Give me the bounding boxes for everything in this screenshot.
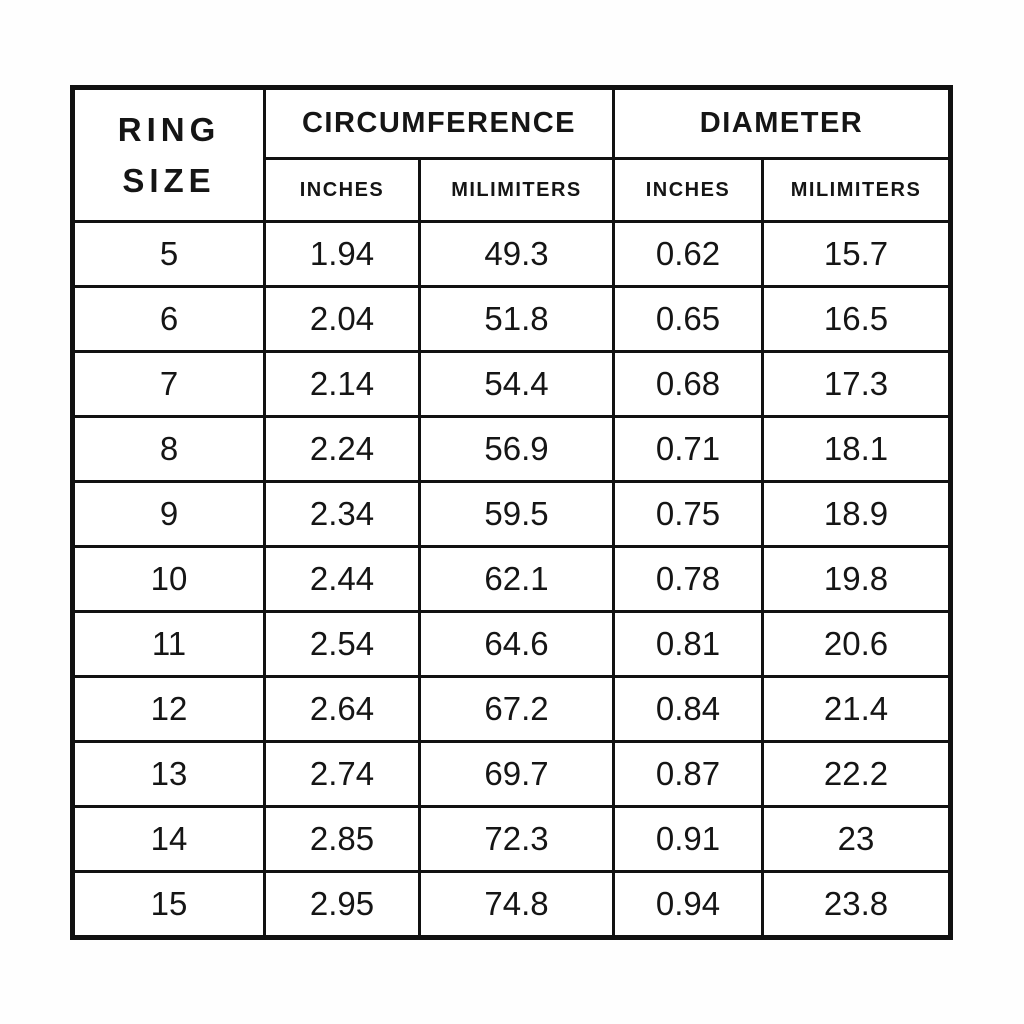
table-row: 12 2.64 67.2 0.84 21.4 (71, 675, 953, 743)
diameter-inches-cell: 0.91 (612, 805, 764, 873)
circumference-inches-cell: 1.94 (263, 220, 421, 288)
table-row: 7 2.14 54.4 0.68 17.3 (71, 350, 953, 418)
circumference-inches-cell: 2.95 (263, 870, 421, 939)
diameter-inches-cell: 0.65 (612, 285, 764, 353)
table-row: 13 2.74 69.7 0.87 22.2 (71, 740, 953, 808)
table-row: 11 2.54 64.6 0.81 20.6 (71, 610, 953, 678)
circumference-inches-cell: 2.74 (263, 740, 421, 808)
diameter-inches-cell: 0.71 (612, 415, 764, 483)
circumference-inches-cell: 2.14 (263, 350, 421, 418)
circumference-inches-cell: 2.54 (263, 610, 421, 678)
table-row: 8 2.24 56.9 0.71 18.1 (71, 415, 953, 483)
diameter-inches-cell: 0.62 (612, 220, 764, 288)
circumference-milimiters-cell: 64.6 (418, 610, 615, 678)
circumference-milimiters-cell: 72.3 (418, 805, 615, 873)
circumference-milimiters-cell: 62.1 (418, 545, 615, 613)
circumference-inches-cell: 2.64 (263, 675, 421, 743)
table-row: 9 2.34 59.5 0.75 18.9 (71, 480, 953, 548)
diameter-inches-cell: 0.75 (612, 480, 764, 548)
circumference-milimiters-cell: 56.9 (418, 415, 615, 483)
table-row: 6 2.04 51.8 0.65 16.5 (71, 285, 953, 353)
diameter-inches-header: INCHES (612, 157, 764, 223)
ring-size-header-line2: SIZE (122, 162, 216, 199)
circumference-milimiters-cell: 67.2 (418, 675, 615, 743)
diameter-milimiters-cell: 23 (760, 805, 953, 873)
diameter-milimiters-cell: 18.9 (760, 480, 953, 548)
circumference-milimiters-header: MILIMITERS (418, 157, 615, 223)
table-header-row-units: INCHES MILIMITERS INCHES MILIMITERS (73, 157, 953, 223)
diameter-inches-cell: 0.81 (612, 610, 764, 678)
circumference-milimiters-cell: 54.4 (418, 350, 615, 418)
diameter-milimiters-cell: 16.5 (760, 285, 953, 353)
ring-size-cell: 7 (71, 350, 266, 418)
circumference-inches-header: INCHES (263, 157, 421, 223)
table-row: 14 2.85 72.3 0.91 23 (71, 805, 953, 873)
circumference-inches-cell: 2.24 (263, 415, 421, 483)
ring-size-cell: 10 (71, 545, 266, 613)
table-row: 5 1.94 49.3 0.62 15.7 (71, 220, 953, 288)
diameter-inches-cell: 0.68 (612, 350, 764, 418)
diameter-milimiters-cell: 22.2 (760, 740, 953, 808)
ring-size-cell: 9 (71, 480, 266, 548)
diameter-inches-cell: 0.87 (612, 740, 764, 808)
circumference-milimiters-cell: 49.3 (418, 220, 615, 288)
diameter-inches-cell: 0.84 (612, 675, 764, 743)
circumference-inches-cell: 2.44 (263, 545, 421, 613)
ring-size-cell: 13 (71, 740, 266, 808)
ring-size-header: RING SIZE (71, 86, 266, 223)
diameter-milimiters-header: MILIMITERS (760, 157, 953, 223)
ring-size-table: RING SIZE CIRCUMFERENCE DIAMETER INCHES … (70, 85, 954, 940)
circumference-inches-cell: 2.04 (263, 285, 421, 353)
diameter-inches-cell: 0.94 (612, 870, 764, 939)
circumference-milimiters-cell: 51.8 (418, 285, 615, 353)
diameter-header: DIAMETER (611, 85, 953, 161)
circumference-milimiters-cell: 69.7 (418, 740, 615, 808)
table-row: 15 2.95 74.8 0.94 23.8 (71, 870, 953, 939)
circumference-header: CIRCUMFERENCE (263, 85, 615, 161)
ring-size-cell: 8 (71, 415, 266, 483)
ring-size-cell: 14 (71, 805, 266, 873)
diameter-milimiters-cell: 21.4 (760, 675, 953, 743)
ring-size-cell: 11 (71, 610, 266, 678)
diameter-milimiters-cell: 15.7 (760, 220, 953, 288)
diameter-milimiters-cell: 17.3 (760, 350, 953, 418)
ring-size-cell: 6 (71, 285, 266, 353)
diameter-milimiters-cell: 23.8 (760, 870, 953, 939)
ring-size-header-line1: RING (117, 110, 221, 148)
table-header-row-groups: RING SIZE CIRCUMFERENCE DIAMETER (71, 85, 953, 223)
ring-size-cell: 15 (71, 870, 266, 939)
table-row: 10 2.44 62.1 0.78 19.8 (71, 545, 953, 613)
ring-size-cell: 5 (71, 220, 266, 288)
circumference-milimiters-cell: 59.5 (418, 480, 615, 548)
ring-size-cell: 12 (71, 675, 266, 743)
diameter-inches-cell: 0.78 (612, 545, 764, 613)
diameter-milimiters-cell: 19.8 (760, 545, 953, 613)
circumference-milimiters-cell: 74.8 (418, 870, 615, 939)
diameter-milimiters-cell: 18.1 (760, 415, 953, 483)
diameter-milimiters-cell: 20.6 (760, 610, 953, 678)
circumference-inches-cell: 2.85 (263, 805, 421, 873)
circumference-inches-cell: 2.34 (263, 480, 421, 548)
